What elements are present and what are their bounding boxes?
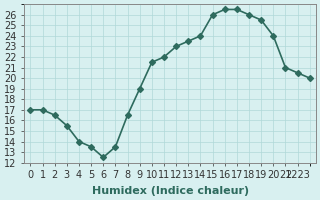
X-axis label: Humidex (Indice chaleur): Humidex (Indice chaleur) xyxy=(92,186,249,196)
